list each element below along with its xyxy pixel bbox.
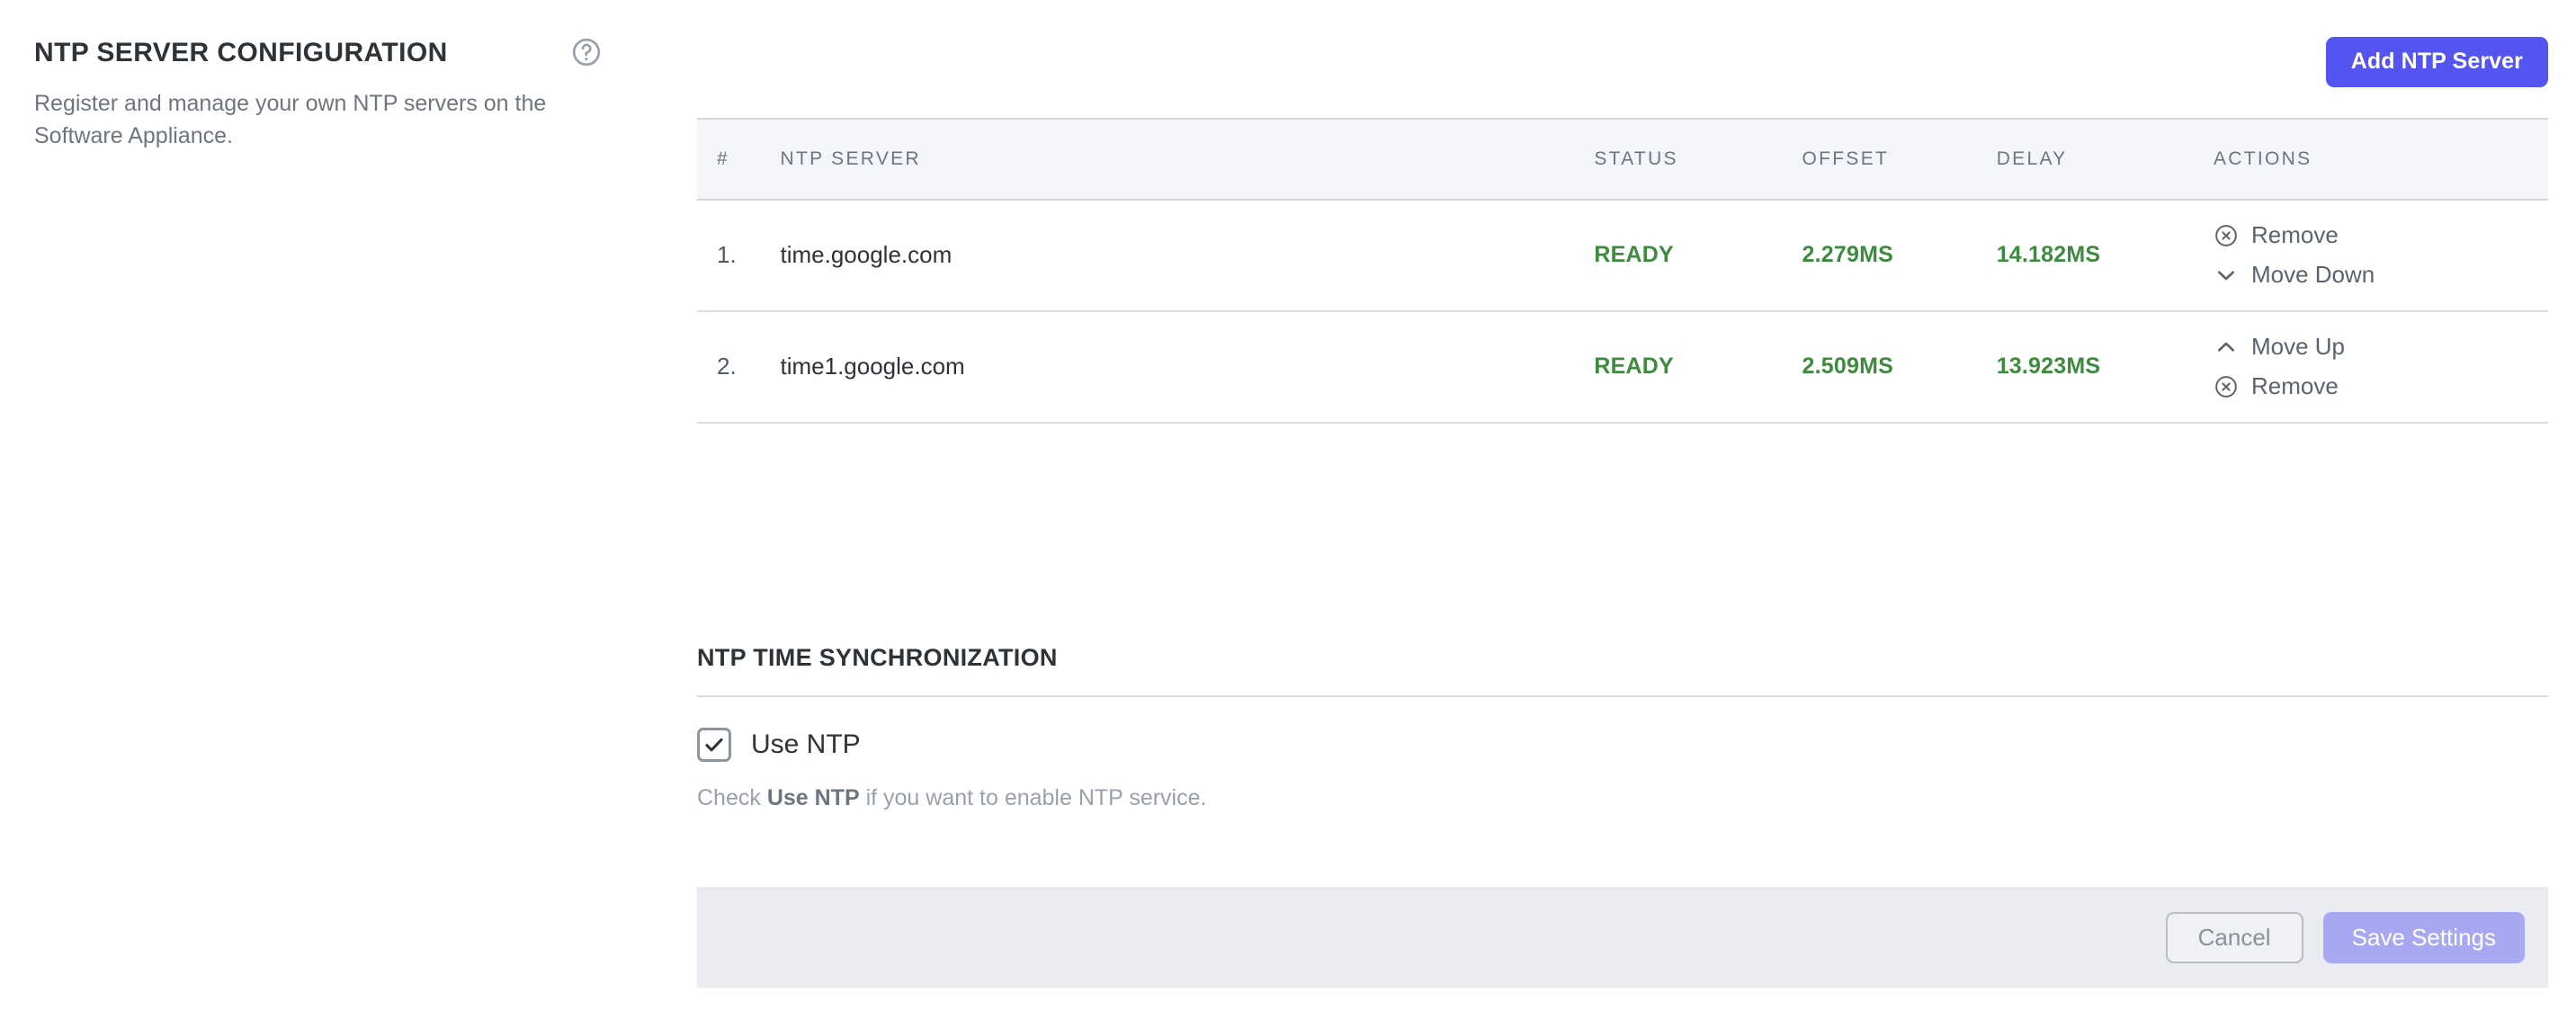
cancel-button[interactable]: Cancel: [2165, 911, 2303, 963]
row-actions: Remove Move Down: [2214, 200, 2548, 311]
form-footer-bar: Cancel Save Settings: [697, 887, 2548, 988]
help-circle-icon[interactable]: [570, 36, 603, 68]
add-button-container: Add NTP Server: [2325, 37, 2548, 87]
action-list: Move Up Remove: [2214, 332, 2548, 400]
row-index: 2.: [717, 353, 737, 380]
move-up-action-label: Move Up: [2250, 332, 2346, 360]
table-header-row: # NTP SERVER STATUS OFFSET DELAY ACTIONS: [697, 119, 2548, 200]
column-header-server: NTP SERVER: [780, 148, 921, 169]
ntp-server-table: # NTP SERVER STATUS OFFSET DELAY ACTIONS…: [697, 118, 2548, 424]
column-header-status: STATUS: [1594, 148, 1678, 169]
column-header-offset: OFFSET: [1802, 148, 1890, 169]
row-delay: 13.923MS: [1996, 353, 2101, 380]
sync-section-title: NTP TIME SYNCHRONIZATION: [697, 644, 1058, 671]
help-text-prefix: Check: [697, 785, 767, 810]
save-settings-button[interactable]: Save Settings: [2322, 911, 2525, 963]
settings-content: Add NTP Server # NTP SERVER STATUS OFFSE…: [697, 0, 2548, 1020]
table-row: 1. time.google.com READY 2.279MS 14.182M…: [697, 200, 2548, 311]
status-badge: READY: [1594, 242, 1674, 268]
chevron-down-icon: [2214, 263, 2239, 288]
column-header-number: #: [717, 148, 729, 169]
table-body: 1. time.google.com READY 2.279MS 14.182M…: [697, 200, 2548, 423]
page-title: NTP SERVER CONFIGURATION: [34, 37, 448, 67]
move-down-action-button[interactable]: Move Down: [2214, 260, 2548, 289]
row-actions: Move Up Remove: [2214, 311, 2548, 423]
ntp-time-synchronization-section: NTP TIME SYNCHRONIZATION Use NTP Check U…: [697, 644, 2548, 811]
use-ntp-checkbox[interactable]: [697, 728, 731, 762]
row-index: 1.: [717, 241, 737, 269]
section-description: Register and manage your own NTP servers…: [34, 91, 547, 148]
action-list: Remove Move Down: [2214, 221, 2548, 289]
use-ntp-row: Use NTP: [697, 728, 2548, 762]
status-badge: READY: [1594, 353, 1674, 380]
remove-action-button[interactable]: Remove: [2214, 371, 2548, 400]
section-header: NTP SERVER CONFIGURATION: [34, 36, 619, 68]
move-up-action-button[interactable]: Move Up: [2214, 332, 2548, 361]
row-offset: 2.279MS: [1802, 242, 1894, 268]
move-down-action-label: Move Down: [2250, 260, 2375, 288]
column-header-delay: DELAY: [1996, 148, 2068, 169]
help-text-emphasis: Use NTP: [766, 785, 860, 810]
table-row: 2. time1.google.com READY 2.509MS 13.923…: [697, 311, 2548, 423]
remove-action-label: Remove: [2250, 221, 2339, 248]
use-ntp-label[interactable]: Use NTP: [751, 729, 861, 759]
remove-action-button[interactable]: Remove: [2214, 221, 2548, 249]
row-server-name: time1.google.com: [780, 353, 965, 380]
remove-action-label: Remove: [2250, 371, 2339, 399]
row-delay: 14.182MS: [1996, 242, 2101, 268]
row-offset: 2.509MS: [1802, 353, 1894, 380]
help-text-suffix: if you want to enable NTP service.: [859, 785, 1207, 810]
section-divider: [697, 695, 2548, 697]
use-ntp-help-text: Check Use NTP if you want to enable NTP …: [697, 785, 2548, 811]
column-header-actions: ACTIONS: [2213, 148, 2312, 169]
add-ntp-server-button[interactable]: Add NTP Server: [2325, 37, 2548, 87]
table-header: # NTP SERVER STATUS OFFSET DELAY ACTIONS: [697, 119, 2548, 200]
row-server-name: time.google.com: [780, 241, 953, 269]
remove-circle-icon: [2214, 374, 2239, 399]
remove-circle-icon: [2214, 223, 2239, 248]
section-description-panel: NTP SERVER CONFIGURATION Register and ma…: [34, 36, 628, 174]
chevron-up-icon: [2214, 335, 2239, 360]
